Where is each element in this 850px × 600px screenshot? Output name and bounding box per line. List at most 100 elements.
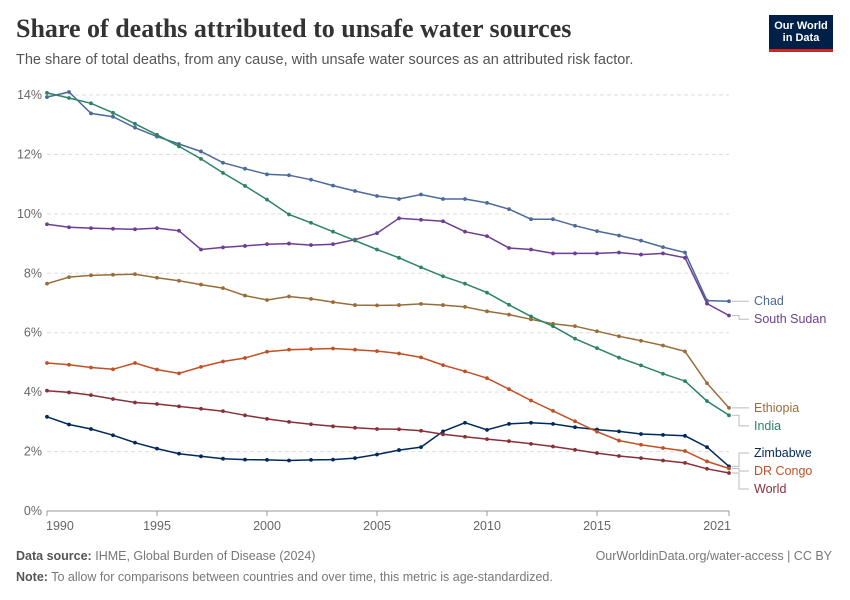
data-point-ethiopia <box>727 405 731 410</box>
data-point-chad <box>111 114 115 119</box>
data-point-zimbabwe <box>529 420 533 425</box>
data-point-zimbabwe <box>551 422 555 426</box>
data-point-chad <box>67 90 71 94</box>
data-point-dr-congo <box>287 347 291 352</box>
data-source: Data source: IHME, Global Burden of Dise… <box>16 549 315 563</box>
data-point-ethiopia <box>353 303 357 307</box>
data-point-dr-congo <box>551 408 555 413</box>
data-point-south-sudan <box>243 244 247 248</box>
data-point-zimbabwe <box>573 425 577 430</box>
series-label-dr-congo: DR Congo <box>754 464 812 478</box>
data-point-dr-congo <box>199 364 203 369</box>
y-tick-label: 2% <box>24 445 42 459</box>
series-label-india: India <box>754 419 781 433</box>
data-point-south-sudan <box>111 226 115 231</box>
data-point-india <box>617 355 621 360</box>
data-point-ethiopia <box>441 303 445 307</box>
data-point-dr-congo <box>375 349 379 354</box>
data-point-dr-congo <box>727 466 731 471</box>
data-point-india <box>353 238 357 243</box>
data-point-zimbabwe <box>397 448 401 452</box>
data-point-india <box>199 156 203 161</box>
data-point-dr-congo <box>661 446 665 450</box>
data-point-india <box>375 247 379 252</box>
data-point-india <box>419 265 423 270</box>
data-point-india <box>705 399 709 403</box>
data-point-dr-congo <box>683 449 687 453</box>
data-point-south-sudan <box>485 234 489 239</box>
data-point-chad <box>661 245 665 250</box>
data-point-world <box>155 402 159 406</box>
x-tick-label: 1995 <box>143 519 171 533</box>
data-point-world <box>221 409 225 414</box>
data-point-south-sudan <box>287 241 291 246</box>
series-line-ethiopia <box>46 273 730 409</box>
data-point-south-sudan <box>133 227 137 232</box>
series-label-world: World <box>754 482 786 496</box>
data-point-india <box>397 255 401 260</box>
series-label-zimbabwe: Zimbabwe <box>754 446 812 460</box>
series-line-chad <box>46 91 730 302</box>
data-point-india <box>727 413 731 418</box>
data-point-zimbabwe <box>111 433 115 438</box>
data-point-ethiopia <box>133 272 137 277</box>
data-point-chad <box>243 166 247 171</box>
data-point-world <box>441 432 445 437</box>
data-point-chad <box>463 197 467 201</box>
leader-line-world <box>732 472 749 490</box>
data-point-chad <box>309 177 313 182</box>
data-point-ethiopia <box>243 293 247 298</box>
data-point-ethiopia <box>639 338 643 343</box>
data-point-south-sudan <box>397 216 401 221</box>
data-source-text[interactable]: IHME, Global Burden of Disease (2024) <box>95 549 316 563</box>
data-point-zimbabwe <box>133 440 137 445</box>
data-point-india <box>287 212 291 217</box>
data-point-india <box>331 229 335 234</box>
data-point-world <box>705 466 709 471</box>
data-point-ethiopia <box>507 312 511 317</box>
data-point-world <box>287 419 291 424</box>
data-point-india <box>309 220 313 225</box>
data-point-zimbabwe <box>199 454 203 459</box>
data-point-india <box>463 281 467 286</box>
data-point-south-sudan <box>551 251 555 256</box>
data-point-zimbabwe <box>287 458 291 463</box>
data-point-world <box>683 460 687 465</box>
data-point-south-sudan <box>155 226 159 231</box>
data-point-world <box>573 447 577 452</box>
data-point-world <box>551 444 555 449</box>
data-point-dr-congo <box>45 361 49 365</box>
data-point-world <box>397 427 401 432</box>
data-point-chad <box>353 189 357 193</box>
data-point-chad <box>485 200 489 205</box>
data-point-dr-congo <box>507 387 511 392</box>
data-point-south-sudan <box>573 251 577 256</box>
logo-line-2: in Data <box>782 32 820 44</box>
data-point-zimbabwe <box>155 446 159 451</box>
y-tick-label: 10% <box>17 207 42 221</box>
data-point-zimbabwe <box>89 427 93 431</box>
data-point-chad <box>199 149 203 154</box>
leader-line-south-sudan <box>732 315 749 320</box>
data-point-south-sudan <box>265 242 269 247</box>
data-point-ethiopia <box>177 278 181 283</box>
data-point-india <box>595 346 599 351</box>
data-point-zimbabwe <box>331 457 335 462</box>
data-point-dr-congo <box>705 459 709 464</box>
data-point-dr-congo <box>133 361 137 365</box>
owid-logo[interactable]: Our World in Data <box>769 15 833 52</box>
data-point-ethiopia <box>617 334 621 339</box>
data-point-world <box>353 425 357 430</box>
data-point-world <box>463 434 467 439</box>
data-point-chad <box>727 299 731 304</box>
leader-line-india <box>732 414 749 427</box>
data-point-world <box>265 416 269 421</box>
data-point-zimbabwe <box>617 429 621 434</box>
data-point-dr-congo <box>89 365 93 370</box>
source-url[interactable]: OurWorldinData.org/water-access | CC BY <box>595 549 832 563</box>
data-point-ethiopia <box>485 309 489 314</box>
data-point-india <box>573 336 577 341</box>
data-point-world <box>661 458 665 463</box>
data-point-chad <box>397 197 401 201</box>
data-point-dr-congo <box>353 347 357 352</box>
